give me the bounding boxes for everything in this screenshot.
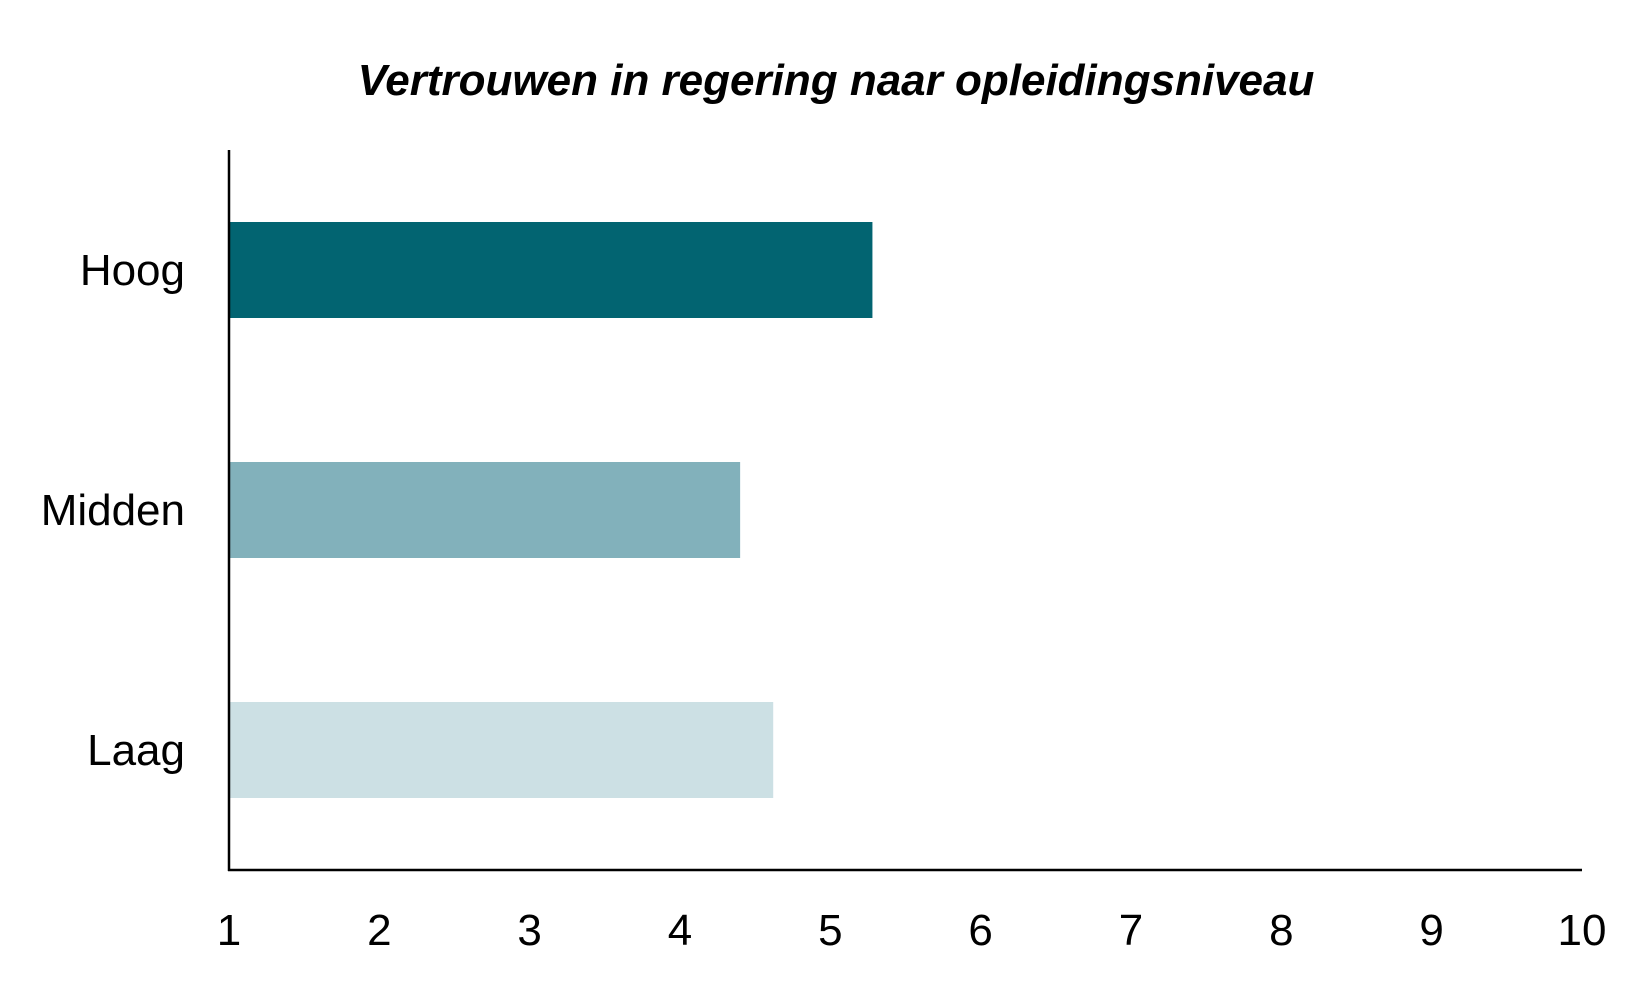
x-tick-label-2: 2 xyxy=(367,906,391,955)
chart-title: Vertrouwen in regering naar opleidingsni… xyxy=(358,56,1315,105)
axes-layer xyxy=(227,150,1582,872)
x-tick-label-7: 7 xyxy=(1119,906,1143,955)
bars-layer xyxy=(229,222,873,798)
bar-hoog xyxy=(229,222,873,318)
x-tick-label-8: 8 xyxy=(1269,906,1293,955)
x-tick-label-5: 5 xyxy=(818,906,842,955)
category-label-midden: Midden xyxy=(41,486,185,535)
bar-laag xyxy=(229,702,774,798)
x-tick-label-3: 3 xyxy=(517,906,541,955)
bar-midden xyxy=(229,462,741,558)
x-tick-label-9: 9 xyxy=(1419,906,1443,955)
x-tick-label-1: 1 xyxy=(217,906,241,955)
category-label-laag: Laag xyxy=(87,726,185,775)
x-tick-label-6: 6 xyxy=(968,906,992,955)
x-tick-labels: 1 2 3 4 5 6 7 8 9 10 xyxy=(217,906,1607,955)
x-tick-label-10: 10 xyxy=(1558,906,1607,955)
category-labels: Hoog Midden Laag xyxy=(41,246,185,775)
x-tick-label-4: 4 xyxy=(668,906,692,955)
category-label-hoog: Hoog xyxy=(80,246,185,295)
